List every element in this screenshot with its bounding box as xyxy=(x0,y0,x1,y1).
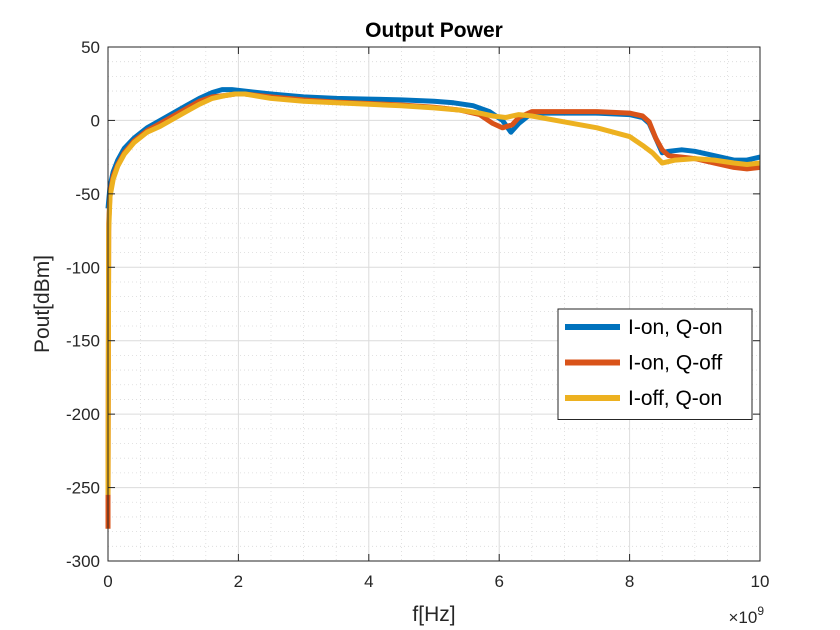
x-tick-label: 8 xyxy=(625,572,634,591)
legend-label-2: I-on, Q-off xyxy=(628,352,722,375)
legend[interactable]: I-on, Q-on I-on, Q-off I-off, Q-on xyxy=(557,308,753,420)
x-axis-exponent-base: ×10 xyxy=(728,608,757,627)
y-tick-label: -250 xyxy=(66,479,100,498)
y-tick-label: -100 xyxy=(66,258,100,277)
y-axis-label: Pout[dBm] xyxy=(31,255,54,353)
x-tick-label: 6 xyxy=(494,572,503,591)
series-line-3 xyxy=(105,91,761,495)
legend-label-3: I-off, Q-on xyxy=(628,387,722,410)
x-axis-exponent-power: 9 xyxy=(757,604,764,618)
tick-marks xyxy=(107,46,761,562)
x-tick-label: 4 xyxy=(364,572,373,591)
series-layer xyxy=(105,87,761,529)
x-tick-label: 2 xyxy=(234,572,243,591)
chart-title: Output Power xyxy=(365,19,503,42)
x-tick-label: 0 xyxy=(103,572,112,591)
y-tick-label: -150 xyxy=(66,332,100,351)
y-tick-label: -300 xyxy=(66,552,100,571)
x-axis-label: f[Hz] xyxy=(412,603,455,626)
y-tick-labels: 50 0 -50 -100 -150 -200 -250 -300 xyxy=(66,38,100,571)
x-tick-labels: 0 2 4 6 8 10 xyxy=(103,572,769,591)
plot-frame xyxy=(107,46,761,562)
y-tick-label: 50 xyxy=(81,38,100,57)
x-axis-exponent: ×109 xyxy=(728,604,764,627)
x-tick-label: 10 xyxy=(751,572,770,591)
y-tick-label: 0 xyxy=(91,111,100,130)
y-tick-label: -50 xyxy=(75,185,100,204)
legend-label-1: I-on, Q-on xyxy=(628,316,723,339)
y-tick-label: -200 xyxy=(66,405,100,424)
